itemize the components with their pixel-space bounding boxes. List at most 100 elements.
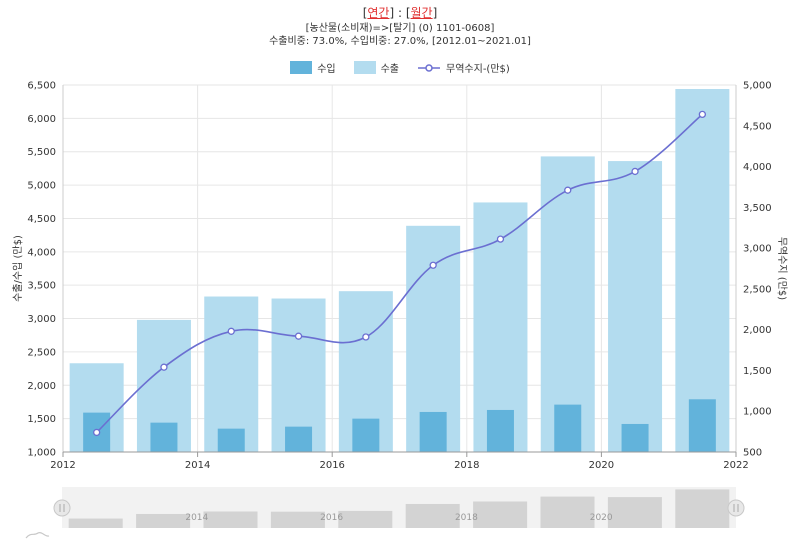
balance-point[interactable] — [496, 235, 505, 243]
legend-item-import[interactable]: 수입 — [290, 60, 336, 75]
left-y-tick-label: 5,500 — [27, 147, 56, 158]
navigator-sparkline — [25, 532, 50, 539]
balance-point[interactable] — [564, 186, 572, 194]
import-bar[interactable] — [554, 404, 582, 452]
left-y-tick-label: 6,500 — [27, 81, 56, 92]
balance-point[interactable] — [160, 363, 168, 371]
balance-point[interactable] — [429, 261, 437, 269]
navigator-tick-label: 2020 — [590, 513, 613, 523]
left-y-axis: 1,000 1,500 2,000 2,500 3,000 3,500 4,000 4,500… — [11, 81, 64, 459]
right-y-tick-label: 4,500 — [743, 121, 772, 132]
import-bars — [83, 399, 716, 452]
navigator-tick-label: 2014 — [185, 513, 208, 523]
balance-point[interactable] — [93, 428, 101, 437]
chart-title: [연간] : [월간] — [0, 4, 800, 21]
navigator-bar — [540, 496, 595, 528]
balance-point[interactable] — [362, 333, 370, 341]
left-y-tick-label: 6,000 — [27, 114, 56, 125]
left-y-tick-label: 2,000 — [27, 381, 56, 392]
title-separator: ] : [ — [389, 6, 411, 20]
right-y-tick-label: 500 — [743, 448, 762, 459]
navigator-bar — [136, 513, 191, 528]
left-y-tick-label: 1,500 — [27, 414, 56, 425]
navigator-bar — [607, 497, 662, 528]
navigator-tick-label: 2016 — [320, 513, 343, 523]
x-tick-label: 2016 — [319, 460, 344, 471]
right-y-tick-label: 3,000 — [743, 244, 772, 255]
x-tick-label: 2012 — [50, 460, 75, 471]
x-tick-label: 2018 — [454, 460, 479, 471]
legend-item-balance[interactable]: 무역수지-(만$) — [417, 60, 510, 75]
right-y-tick-label: 5,000 — [743, 81, 772, 92]
navigator-bar — [203, 511, 258, 528]
right-y-tick-label: 2,500 — [743, 284, 772, 295]
export-bar[interactable] — [540, 156, 595, 452]
import-bar[interactable] — [285, 426, 313, 452]
title-prefix: [ — [362, 6, 368, 20]
balance-line — [96, 113, 703, 434]
balance-point[interactable] — [698, 110, 706, 119]
navigator-bar — [338, 510, 393, 528]
handle-circle[interactable] — [53, 499, 71, 517]
export-bar[interactable] — [675, 89, 730, 453]
range-navigator[interactable]: 2014 2016 2018 2020 — [25, 487, 745, 539]
handle-circle[interactable] — [727, 499, 745, 517]
export-bar[interactable] — [271, 298, 326, 452]
monthly-link[interactable]: 월간 — [410, 6, 433, 20]
right-y-tick-label: 1,500 — [743, 366, 772, 377]
left-y-tick-label: 3,000 — [27, 314, 56, 325]
navigator-bar — [270, 511, 325, 528]
chart-legend: 수입 수출 무역수지-(만$) — [0, 60, 800, 75]
export-bar[interactable] — [204, 296, 259, 452]
balance-point[interactable] — [294, 332, 303, 340]
left-y-tick-label: 3,500 — [27, 281, 56, 292]
navigator-tick-label: 2018 — [455, 513, 478, 523]
navigator-left-handle[interactable] — [53, 499, 71, 517]
balance-line-series — [93, 110, 706, 437]
legend-export-label: 수출 — [380, 64, 400, 75]
navigator-bar — [675, 489, 730, 528]
import-bar[interactable] — [486, 409, 514, 452]
import-bar[interactable] — [352, 418, 380, 452]
import-bar[interactable] — [150, 422, 178, 452]
left-y-tick-label: 5,000 — [27, 181, 56, 192]
x-tick-label: 2020 — [589, 460, 614, 471]
navigator-bar — [405, 503, 460, 528]
left-y-tick-label: 4,000 — [27, 247, 56, 258]
left-y-tick-label: 2,500 — [27, 347, 56, 358]
legend-balance-swatch — [418, 63, 441, 72]
left-y-tick-label: 1,000 — [27, 448, 56, 459]
balance-point[interactable] — [227, 327, 235, 335]
right-y-tick-label: 2,000 — [743, 325, 772, 336]
left-axis-title: 수출/수입 (만$) — [11, 235, 24, 302]
navigator-right-handle[interactable] — [727, 499, 745, 517]
annual-link[interactable]: 연간 — [367, 6, 390, 20]
navigator-bar — [68, 518, 123, 528]
left-y-tick-label: 4,500 — [27, 214, 56, 225]
legend-export-swatch — [353, 61, 376, 74]
navigator-bar — [473, 501, 528, 528]
right-y-tick-label: 4,000 — [743, 162, 772, 173]
chart-subtitle-share: 수출비중: 73.0%, 수입비중: 27.0%, [2012.01~2021.… — [269, 36, 531, 47]
title-suffix: ] — [432, 6, 438, 20]
import-bar[interactable] — [621, 423, 649, 452]
legend-import-swatch — [290, 61, 313, 74]
balance-point[interactable] — [631, 167, 639, 176]
right-y-tick-label: 3,500 — [743, 203, 772, 214]
import-bar[interactable] — [217, 428, 245, 452]
right-axis-title: 무역수지 (만$) — [776, 237, 788, 300]
x-tick-label: 2014 — [185, 460, 210, 471]
export-bars — [69, 89, 730, 453]
legend-item-export[interactable]: 수출 — [353, 60, 400, 75]
chart-subtitle-product: [농산물(소비재)=>[탈기] (0) 1101-0608] — [305, 23, 495, 34]
legend-balance-label: 무역수지-(만$) — [446, 64, 510, 75]
export-bar[interactable] — [608, 161, 663, 452]
right-y-axis: 500 1,000 1,500 2,000 2,500 3,000 3,500 4,000 4,… — [735, 81, 788, 459]
import-bar[interactable] — [419, 411, 447, 452]
import-bar[interactable] — [688, 399, 716, 452]
x-axis: 2012 2014 2016 2018 2020 2022 — [50, 451, 749, 471]
right-y-tick-label: 1,000 — [743, 407, 772, 418]
legend-import-label: 수입 — [317, 64, 336, 75]
x-tick-label: 2022 — [723, 460, 748, 471]
